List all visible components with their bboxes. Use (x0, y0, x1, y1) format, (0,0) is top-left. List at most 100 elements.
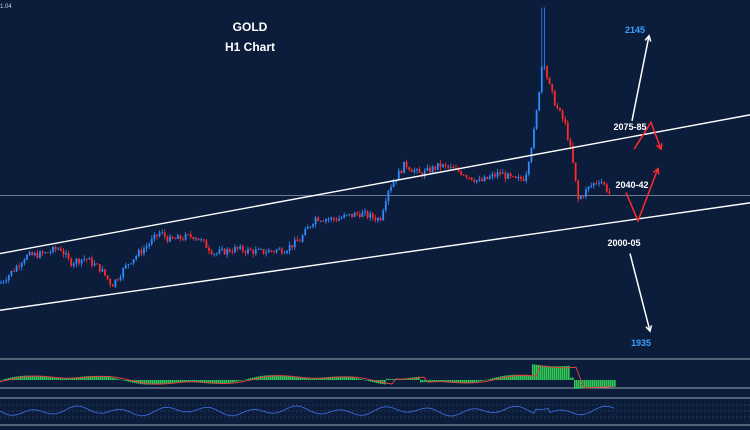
candle-body-bull (44, 252, 47, 254)
candle-body-bull (431, 166, 434, 173)
candle-body-bear (486, 176, 489, 179)
macd-histogram-bar (114, 378, 116, 380)
chart-subtitle: H1 Chart (225, 40, 275, 54)
macd-histogram-bar (332, 376, 334, 380)
macd-histogram-bar (32, 375, 34, 380)
candle-body-bear (111, 284, 114, 287)
candle-body-bull (592, 183, 595, 186)
candle-body-bear (462, 174, 465, 176)
candle-body-bull (26, 254, 28, 260)
macd-histogram-bar (8, 378, 10, 380)
macd-histogram-bar (216, 380, 218, 384)
macd-histogram-bar (468, 380, 470, 383)
candle-body-bull (213, 254, 216, 255)
candle-body-bear (109, 278, 112, 285)
scenario-arrow-red (633, 120, 662, 150)
macd-histogram-bar (104, 376, 106, 380)
macd-histogram-bar (608, 380, 610, 388)
macd-histogram-bar (506, 375, 508, 380)
candle-body-bear (408, 167, 411, 170)
macd-histogram-bar (28, 375, 30, 380)
macd-histogram-bar (46, 377, 48, 380)
macd-histogram-bar (532, 364, 534, 380)
candle-body-bear (351, 213, 353, 217)
candle-body-bear (335, 219, 338, 221)
macd-histogram-bar (566, 365, 568, 380)
level-label: 1935 (631, 338, 651, 348)
macd-histogram-bar (162, 380, 164, 384)
macd-histogram-bar (558, 366, 560, 380)
candle-body-bull (449, 166, 452, 168)
candle-body-bear (241, 246, 244, 252)
candle-body-bull (475, 180, 478, 182)
macd-histogram-bar (166, 380, 168, 384)
corner-tick-label: 1.04 (0, 4, 12, 10)
candle-body-bear (418, 169, 421, 174)
candle-body-bear (546, 66, 548, 78)
macd-histogram-bar (212, 380, 214, 384)
candle-body-bear (577, 180, 580, 200)
macd-histogram-bar (562, 366, 564, 380)
macd-histogram-bar (88, 376, 90, 380)
candle-body-bear (208, 247, 210, 251)
macd-histogram-bar (302, 377, 304, 380)
macd-histogram-bar (476, 380, 478, 382)
candle-body-bull (20, 263, 23, 267)
macd-histogram-bar (374, 380, 376, 383)
candle-body-bear (410, 169, 413, 172)
candle-body-bear (499, 172, 502, 174)
candle-body-bull (590, 185, 593, 187)
macd-histogram-bar (442, 380, 444, 383)
candle-body-bear (356, 212, 359, 214)
macd-histogram-bar (102, 376, 104, 380)
candle-body-bull (15, 266, 18, 272)
macd-histogram-bar (48, 377, 50, 380)
macd-histogram-bar (128, 380, 130, 382)
candle-body-bear (522, 178, 525, 181)
macd-histogram-bar (350, 377, 352, 380)
macd-histogram-bar (564, 366, 566, 380)
macd-histogram-bar (438, 380, 440, 382)
macd-histogram-bar (372, 380, 374, 383)
macd-histogram-bar (520, 374, 522, 380)
candle-body-bull (176, 235, 179, 240)
macd-histogram-bar (474, 380, 476, 383)
candle-body-bull (80, 259, 83, 264)
candle-body-bear (163, 232, 166, 237)
candle-body-bull (426, 167, 429, 171)
candle-body-bull (501, 172, 504, 174)
candle-body-bull (314, 217, 317, 225)
macd-histogram-bar (320, 377, 322, 380)
candle-body-bear (358, 213, 361, 217)
macd-histogram-bar (450, 380, 452, 383)
macd-histogram-bar (338, 376, 340, 380)
candle-body-bear (434, 166, 437, 170)
macd-histogram-bar (226, 380, 228, 384)
macd-histogram-bar (158, 380, 160, 385)
candle-body-bear (182, 239, 184, 240)
macd-histogram-bar (110, 377, 112, 380)
macd-histogram-bar (614, 380, 616, 387)
macd-histogram-bar (164, 380, 166, 384)
oscillator-line (0, 405, 615, 417)
macd-histogram-bar (230, 380, 232, 383)
macd-histogram-bar (480, 380, 482, 382)
macd-histogram-bar (118, 379, 120, 380)
macd-histogram-bar (370, 380, 372, 382)
macd-histogram-bar (196, 380, 198, 383)
macd-histogram-bar (486, 379, 488, 381)
macd-histogram-bar (78, 377, 80, 380)
macd-histogram-bar (360, 379, 362, 380)
candle-body-bear (317, 217, 320, 222)
macd-histogram-bar (538, 365, 540, 380)
candle-body-bull (478, 179, 481, 181)
macd-histogram-bar (574, 380, 576, 389)
candle-body-bear (494, 174, 496, 177)
macd-histogram-bar (298, 377, 300, 380)
candle-body-bear (556, 105, 559, 109)
macd-histogram-bar (190, 380, 192, 383)
candle-body-bull (483, 176, 486, 182)
candle-body-bear (548, 77, 551, 85)
macd-histogram-bar (334, 376, 336, 380)
macd-histogram-bar (536, 364, 538, 380)
